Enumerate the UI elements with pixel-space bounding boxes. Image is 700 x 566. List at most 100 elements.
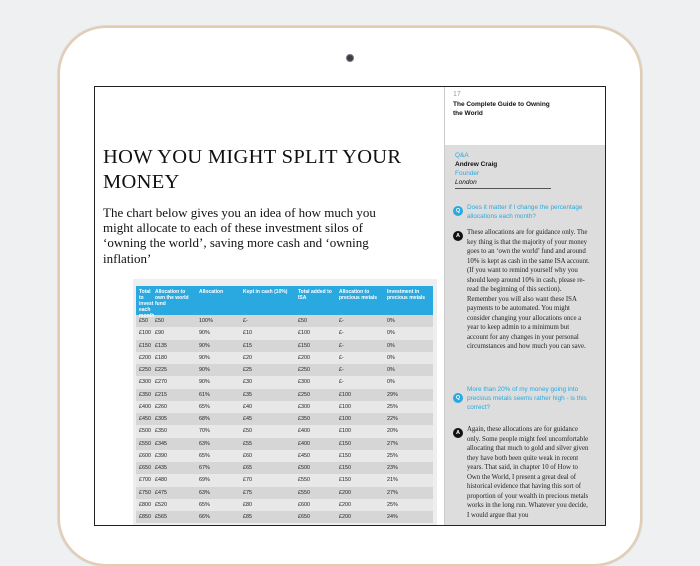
table-cell: £50 — [155, 318, 164, 324]
table-cell: £450 — [298, 452, 310, 459]
table-cell: £345 — [155, 440, 167, 447]
table-cell: £150 — [139, 342, 151, 349]
table-cell: £180 — [155, 354, 167, 361]
table-cell: £- — [339, 379, 344, 386]
table-row: £300 £270 90% £30 £300 £- 0% — [136, 376, 433, 389]
table-cell: £500 — [139, 428, 151, 435]
q-badge: Q — [453, 206, 463, 216]
table-cell: 67% — [199, 465, 210, 471]
table-cell: 25% — [387, 403, 398, 410]
table-cell: £520 — [155, 501, 167, 508]
table-cell: £400 — [298, 440, 310, 447]
table-row: £100 £90 90% £10 £100 £- 0% — [136, 327, 433, 340]
column-header: Total to invest each month — [139, 289, 155, 319]
table-cell: 68% — [199, 416, 210, 422]
table-cell: £40 — [243, 403, 252, 410]
table-cell: £400 — [298, 428, 310, 435]
table-cell: £480 — [155, 477, 167, 484]
table-cell: £25 — [243, 367, 252, 373]
table-cell: £650 — [298, 514, 310, 520]
table-cell: 90% — [199, 379, 210, 386]
table-cell: 0% — [387, 354, 395, 361]
table-cell: £150 — [339, 440, 351, 447]
table-row: £600 £390 65% £60 £450 £150 25% — [136, 449, 433, 462]
table-cell: £450 — [139, 416, 151, 422]
table-cell: £600 — [139, 452, 151, 459]
table-cell: £150 — [339, 452, 351, 459]
table-row: £350 £215 61% £35 £250 £100 29% — [136, 388, 433, 401]
table-cell: £55 — [243, 440, 252, 447]
table-cell: £300 — [139, 379, 151, 386]
author-name: Andrew Craig — [455, 161, 498, 168]
camera — [346, 54, 354, 62]
table-cell: £20 — [243, 354, 252, 361]
table-cell: £400 — [139, 403, 151, 410]
table-cell: £600 — [298, 501, 310, 508]
table-cell: £200 — [339, 514, 351, 520]
table-cell: 69% — [199, 477, 210, 484]
table-cell: £50 — [139, 318, 148, 324]
table-row: £700 £480 69% £70 £550 £150 21% — [136, 474, 433, 487]
table-cell: £200 — [339, 489, 351, 496]
table-cell: £435 — [155, 465, 167, 471]
table-cell: 22% — [387, 416, 398, 422]
table-cell: £- — [339, 342, 344, 349]
allocation-table: Total to invest each month Allocation to … — [136, 286, 433, 524]
answer: Again, these allocations are for guidanc… — [467, 426, 589, 519]
column-header: Kept in cash (10%) — [243, 289, 288, 295]
table-cell: £150 — [339, 465, 351, 471]
table-cell: £390 — [155, 452, 167, 459]
table-cell: £50 — [298, 318, 307, 324]
table-cell: 0% — [387, 330, 395, 337]
table-cell: £80 — [243, 501, 252, 508]
table-cell: 24% — [387, 514, 398, 520]
table-cell: £700 — [139, 477, 151, 484]
table-cell: £45 — [243, 416, 252, 422]
page-number: 17 — [453, 91, 461, 98]
table-row: £500 £350 70% £50 £400 £100 20% — [136, 425, 433, 438]
table-cell: £35 — [243, 391, 252, 398]
table-cell: £250 — [139, 367, 151, 373]
table-cell: £215 — [155, 391, 167, 398]
table-cell: £15 — [243, 342, 252, 349]
column-header: Allocation to own the world fund — [155, 289, 189, 307]
table-cell: 90% — [199, 354, 210, 361]
table-cell: £200 — [139, 354, 151, 361]
author-role: Founder — [455, 170, 480, 177]
heading: HOW YOU MIGHT SPLIT YOUR MONEY — [103, 146, 402, 193]
table-cell: £100 — [298, 330, 310, 337]
table-cell: £30 — [243, 379, 252, 386]
table-cell: £- — [339, 330, 344, 337]
table-cell: £565 — [155, 514, 167, 520]
table-row: £550 £345 63% £55 £400 £150 27% — [136, 437, 433, 450]
table-cell: £260 — [155, 403, 167, 410]
screen: HOW YOU MIGHT SPLIT YOUR MONEY The chart… — [94, 86, 606, 526]
column-divider — [444, 87, 445, 525]
table-cell: 27% — [387, 440, 398, 447]
table-cell: £90 — [155, 330, 164, 337]
qa-label: Q&A — [455, 152, 469, 159]
table-cell: 21% — [387, 477, 398, 484]
table-cell: £550 — [298, 477, 310, 484]
table-cell: £150 — [339, 477, 351, 484]
table-cell: £270 — [155, 379, 167, 386]
answer: These allocations are for guidance only.… — [467, 229, 590, 350]
table-cell: £350 — [298, 416, 310, 422]
table-cell: £305 — [155, 416, 167, 422]
table-row: £650 £435 67% £65 £500 £150 23% — [136, 462, 433, 475]
table-cell: £10 — [243, 330, 252, 337]
table-row: £200 £180 90% £20 £200 £- 0% — [136, 351, 433, 364]
q-badge: Q — [453, 393, 463, 403]
question: Does it matter if I change the percentag… — [467, 204, 583, 220]
table-cell: £550 — [298, 489, 310, 496]
question: More than 20% of my money going into pre… — [467, 386, 587, 411]
column-header: Total added to ISA — [298, 289, 332, 301]
table-cell: £225 — [155, 367, 167, 373]
column-header: Investment in precious metals — [387, 289, 426, 301]
table-row: £250 £225 90% £25 £250 £- 0% — [136, 364, 433, 377]
table-cell: £100 — [339, 428, 351, 435]
author-location: London — [455, 179, 477, 186]
table-row: £750 £475 63% £75 £550 £200 27% — [136, 486, 433, 499]
table-cell: 90% — [199, 342, 210, 349]
table-cell: £200 — [298, 354, 310, 361]
